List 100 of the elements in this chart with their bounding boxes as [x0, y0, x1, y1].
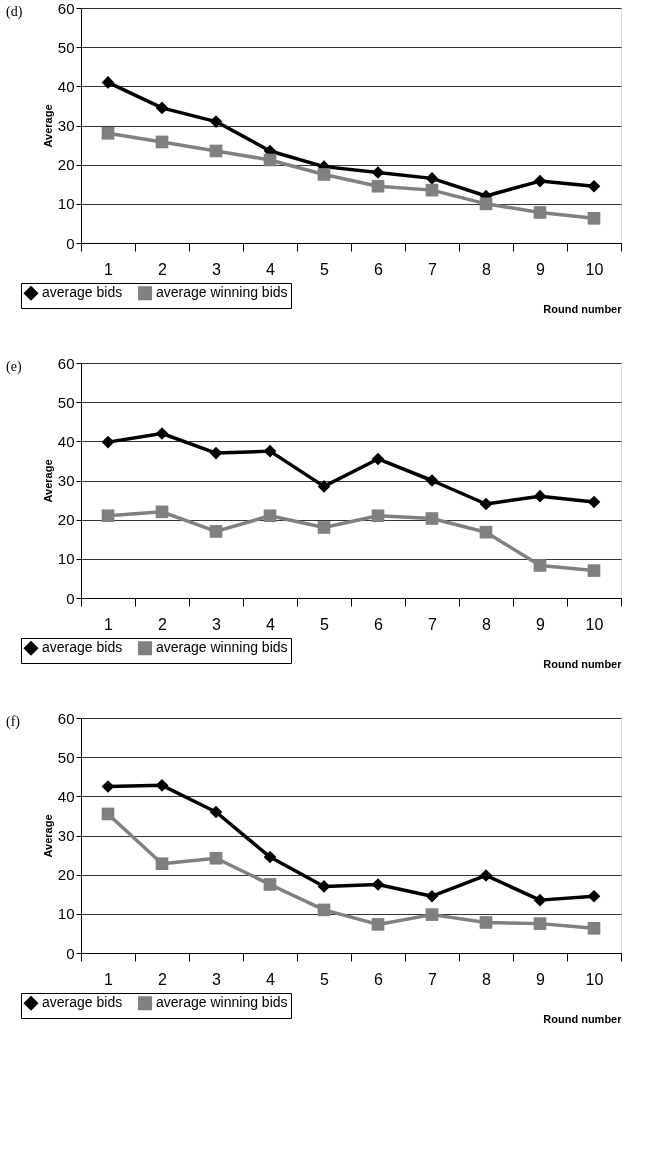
chart-title: (f)	[6, 714, 21, 730]
x-tick-label: 1	[104, 615, 114, 633]
point	[479, 869, 493, 882]
point	[317, 480, 331, 493]
y-tick-label: 20	[57, 866, 75, 884]
x-tick-label: 4	[266, 615, 276, 633]
x-tick-label: 10	[585, 260, 604, 278]
point	[101, 435, 115, 449]
point	[263, 444, 277, 458]
x-tick-label: 9	[536, 615, 546, 633]
point	[209, 446, 223, 460]
chart-title: (e)	[6, 359, 22, 375]
point	[209, 144, 223, 158]
y-tick-label: 60	[57, 709, 75, 727]
x-tick-label: 7	[428, 970, 438, 988]
x-tick-label: 9	[536, 260, 546, 278]
y-tick-label: 10	[57, 195, 75, 213]
y-tick-label: 30	[57, 827, 75, 844]
point	[263, 878, 277, 891]
point	[317, 168, 331, 181]
y-axis-title: Average	[41, 104, 54, 148]
chart-title: (d)	[6, 4, 23, 20]
point	[371, 179, 385, 193]
x-tick-label: 7	[428, 260, 438, 278]
point	[371, 509, 385, 523]
x-tick-label: 4	[266, 260, 276, 278]
point	[587, 922, 601, 935]
y-tick-label: 40	[57, 77, 75, 95]
x-tick-label: 6	[374, 615, 384, 633]
x-tick-label: 5	[320, 260, 330, 278]
point	[209, 115, 223, 128]
y-axis-title: Average	[41, 459, 54, 503]
legend-label: average winning bids	[156, 639, 288, 656]
point	[587, 212, 601, 225]
point	[317, 880, 331, 893]
y-tick-label: 60	[57, 354, 75, 372]
legend-label: average winning bids	[156, 284, 288, 301]
point	[155, 101, 169, 115]
x-tick-label: 3	[212, 615, 222, 633]
x-tick-label: 2	[158, 970, 168, 988]
point	[425, 512, 439, 525]
x-tick-label: 4	[266, 970, 276, 988]
point	[479, 916, 493, 929]
x-tick-label: 1	[104, 260, 114, 278]
x-tick-label: 3	[212, 260, 222, 278]
x-tick-label: 10	[585, 615, 604, 633]
y-tick-label: 30	[57, 117, 75, 134]
x-tick-label: 2	[158, 615, 168, 633]
x-tick-label: 9	[536, 970, 546, 988]
point	[533, 489, 547, 503]
y-tick-label: 40	[57, 787, 75, 805]
x-tick-label: 2	[158, 260, 168, 278]
point	[425, 908, 439, 921]
x-tick-label: 6	[374, 970, 384, 988]
point	[425, 889, 439, 903]
point	[209, 805, 223, 819]
point	[479, 497, 493, 511]
point	[479, 197, 493, 211]
y-tick-label: 60	[57, 0, 75, 17]
point	[317, 903, 331, 917]
point	[155, 135, 169, 149]
point	[371, 878, 385, 891]
point	[155, 505, 169, 519]
point	[533, 917, 547, 930]
point	[371, 166, 385, 179]
point	[155, 779, 169, 792]
x-tick-label: 1	[104, 970, 114, 988]
point	[263, 509, 277, 523]
x-tick-label: 3	[212, 970, 222, 988]
y-tick-label: 0	[66, 234, 75, 252]
point	[587, 564, 601, 577]
y-tick-label: 20	[57, 511, 75, 529]
point	[587, 889, 601, 903]
x-tick-label: 6	[374, 260, 384, 278]
y-tick-label: 10	[57, 550, 75, 568]
point	[371, 452, 385, 466]
point	[101, 509, 115, 523]
y-tick-label: 40	[57, 432, 75, 450]
point	[533, 174, 547, 188]
point	[425, 183, 439, 197]
x-axis-title: Round number	[543, 1012, 623, 1025]
legend-label: average bids	[42, 284, 123, 301]
y-tick-label: 50	[57, 393, 75, 411]
point	[101, 807, 115, 821]
point	[101, 780, 115, 793]
x-tick-label: 8	[482, 615, 492, 633]
x-tick-label: 8	[482, 970, 492, 988]
x-tick-label: 10	[585, 970, 604, 988]
y-axis-title: Average	[41, 814, 54, 858]
y-tick-label: 0	[66, 589, 75, 607]
y-tick-label: 50	[57, 748, 75, 766]
point	[263, 153, 277, 167]
point	[533, 206, 547, 219]
point	[587, 495, 601, 509]
point	[263, 850, 277, 864]
point	[209, 525, 223, 538]
point	[587, 179, 601, 193]
y-tick-label: 0	[66, 944, 75, 962]
x-tick-label: 7	[428, 615, 438, 633]
point	[371, 918, 385, 931]
